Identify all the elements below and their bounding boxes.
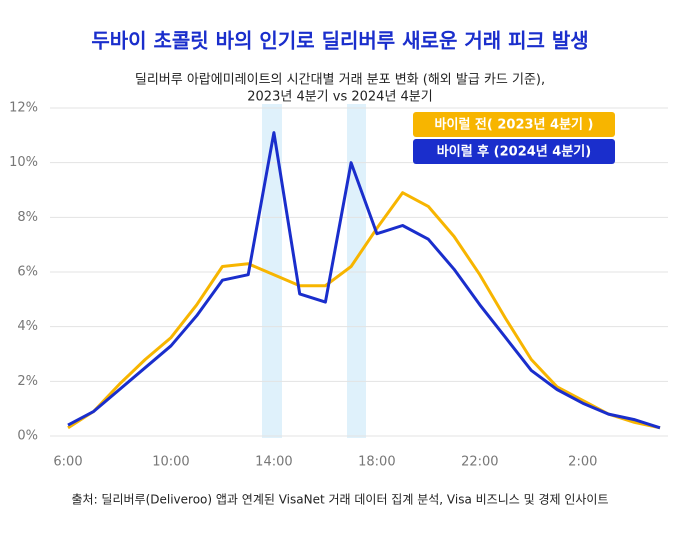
x-tick-label: 18:00 <box>358 455 395 470</box>
highlight-band <box>347 104 366 438</box>
y-tick-label: 2% <box>17 374 38 389</box>
x-tick-label: 22:00 <box>461 455 498 470</box>
y-tick-label: 12% <box>9 101 38 116</box>
highlight-band <box>262 104 282 438</box>
chart-subtitle: 딜리버루 아랍에미레이트의 시간대별 거래 분포 변화 (해외 발급 카드 기준… <box>135 73 545 88</box>
source-note: 출처: 딜리버루(Deliveroo) 앱과 연계된 VisaNet 거래 데이… <box>71 493 608 507</box>
y-tick-label: 8% <box>17 210 38 225</box>
chart-subtitle: 2023년 4분기 vs 2024년 4분기 <box>247 90 432 105</box>
series-line <box>67 131 661 430</box>
series-line <box>67 191 661 430</box>
legend-label: 바이럴 후 (2024년 4분기) <box>437 144 591 160</box>
x-tick-label: 2:00 <box>568 455 597 470</box>
x-tick-label: 14:00 <box>255 455 292 470</box>
legend-label: 바이럴 전( 2023년 4분기 ) <box>435 117 594 133</box>
y-tick-label: 0% <box>17 429 38 444</box>
chart-title: 두바이 초콜릿 바의 인기로 딜리버루 새로운 거래 피크 발생 <box>91 29 588 53</box>
x-tick-label: 6:00 <box>53 455 82 470</box>
x-tick-label: 10:00 <box>152 455 189 470</box>
y-tick-label: 6% <box>17 265 38 280</box>
y-tick-label: 4% <box>17 319 38 334</box>
legend-swatch <box>413 139 615 164</box>
legend-swatch <box>413 112 615 137</box>
y-tick-label: 10% <box>9 155 38 170</box>
